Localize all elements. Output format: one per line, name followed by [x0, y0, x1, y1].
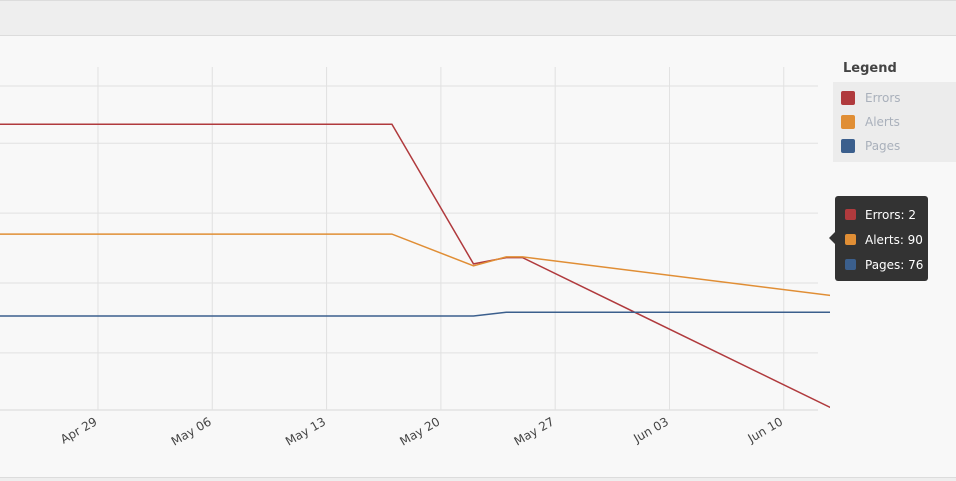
legend-swatch-pages — [841, 139, 855, 153]
x-tick-label: May 06 — [169, 414, 214, 448]
x-axis-ticks: Apr 29 May 06 May 13 May 20 May 27 Jun 03 Jun … — [58, 414, 785, 448]
legend: Legend Errors Alerts Pages — [833, 58, 956, 162]
chart-series — [0, 123, 830, 409]
x-tick-label: Apr 29 — [58, 414, 100, 446]
legend-item-pages[interactable]: Pages — [841, 134, 956, 158]
chart-grid — [0, 67, 818, 411]
series-line-alerts — [0, 233, 830, 297]
x-tick-label: May 27 — [512, 414, 557, 448]
series-line-pages — [0, 311, 830, 317]
legend-item-errors[interactable]: Errors — [841, 86, 956, 110]
line-chart: Apr 29 May 06 May 13 May 20 May 27 Jun 03 Jun … — [0, 67, 830, 449]
legend-label-alerts: Alerts — [865, 115, 900, 129]
tooltip-text-errors: Errors: 2 — [865, 207, 916, 222]
tooltip-text-pages: Pages: 76 — [865, 257, 924, 272]
legend-title: Legend — [843, 61, 897, 76]
legend-swatch-errors — [841, 91, 855, 105]
x-tick-label: Jun 03 — [630, 414, 671, 446]
tooltip-swatch-errors — [845, 209, 856, 220]
tooltip-swatch-alerts — [845, 234, 856, 245]
legend-list: Errors Alerts Pages — [833, 82, 956, 162]
bottom-bar — [0, 477, 956, 481]
legend-label-errors: Errors — [865, 91, 901, 105]
hover-tooltip: Errors: 2 Alerts: 90 Pages: 76 — [829, 196, 928, 281]
tooltip-swatch-pages — [845, 259, 856, 270]
tooltip-row-errors: Errors: 2 — [845, 202, 928, 227]
tooltip-row-pages: Pages: 76 — [845, 252, 928, 277]
legend-label-pages: Pages — [865, 139, 901, 153]
tooltip-row-alerts: Alerts: 90 — [845, 227, 928, 252]
tooltip-text-alerts: Alerts: 90 — [865, 232, 923, 247]
x-tick-label: Jun 10 — [745, 414, 786, 446]
x-tick-label: May 13 — [283, 414, 328, 448]
x-tick-label: May 20 — [397, 414, 442, 448]
legend-item-alerts[interactable]: Alerts — [841, 110, 956, 134]
legend-swatch-alerts — [841, 115, 855, 129]
top-toolbar — [0, 0, 956, 36]
series-line-errors — [0, 123, 830, 409]
